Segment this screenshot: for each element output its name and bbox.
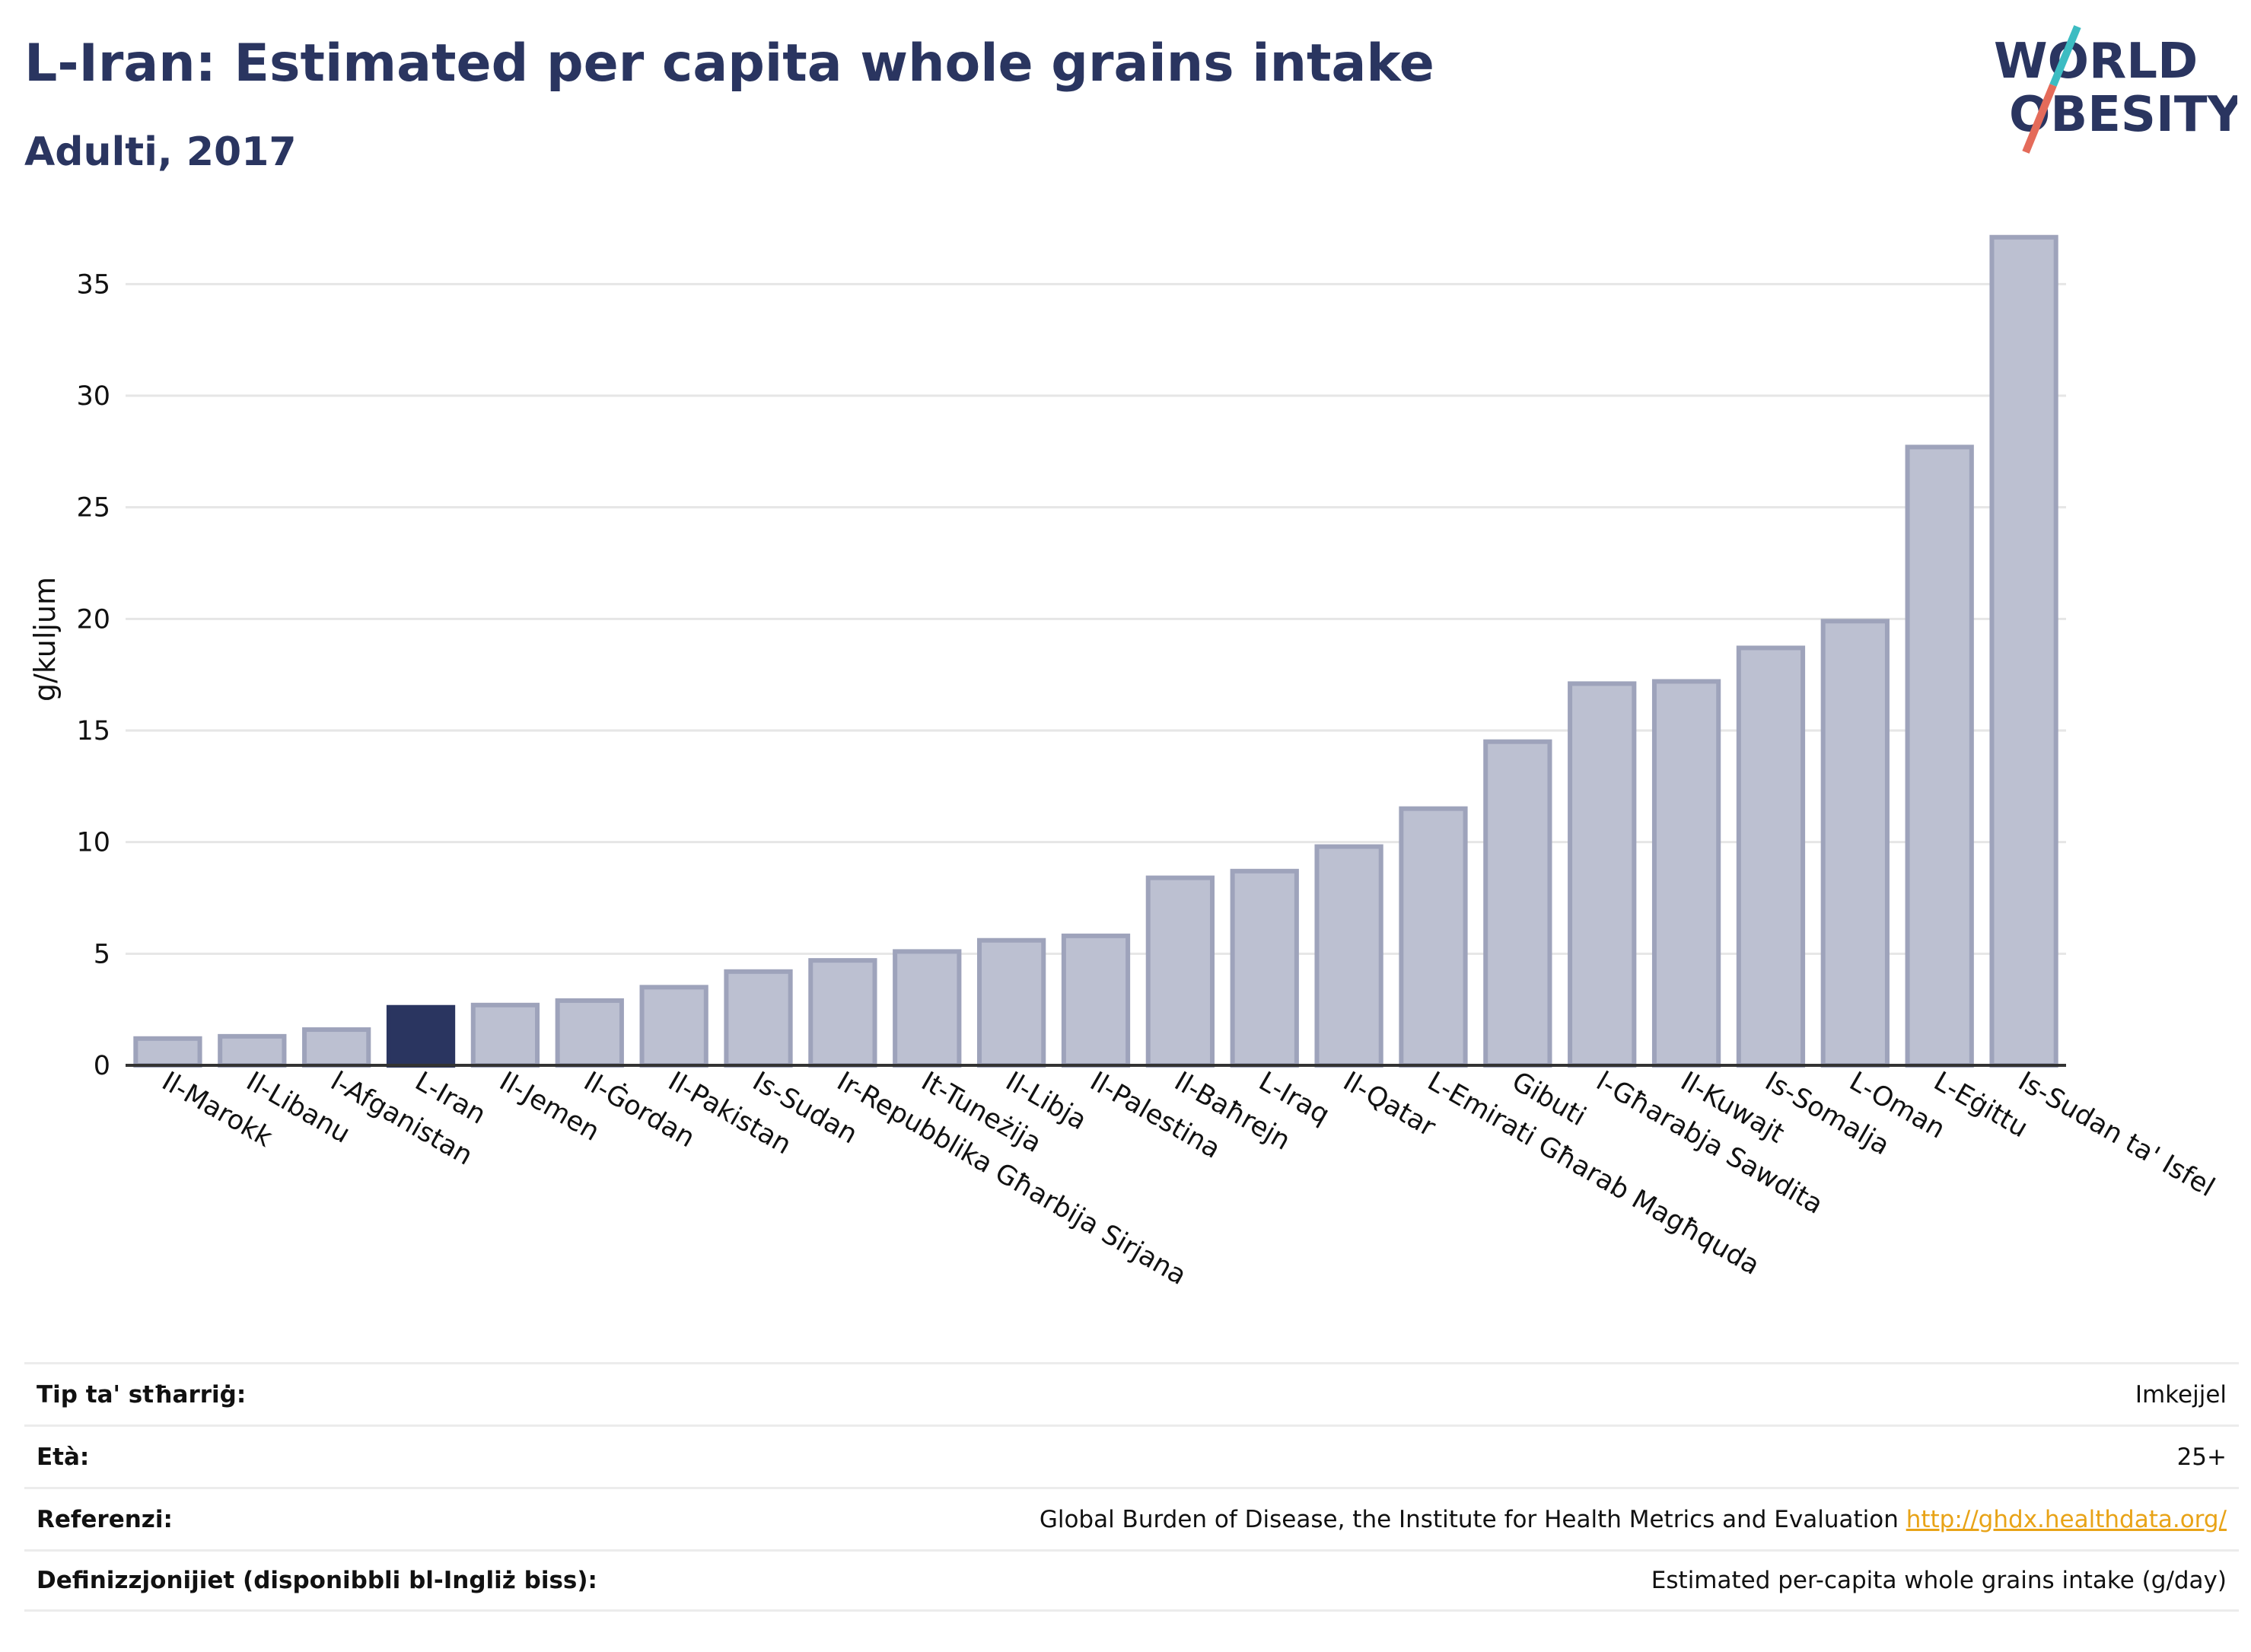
y-tick-label: 15 [76, 716, 110, 746]
axes: 0 5 10 15 20 25 30 35 [76, 269, 2066, 1081]
info-value: Global Burden of Disease, the Institute … [1039, 1505, 2227, 1533]
bar-ir-repubblika-g-arbija-sirjana[interactable] [808, 958, 877, 1068]
info-label: Età: [37, 1443, 90, 1471]
bar-il-kuwajt[interactable] [1651, 679, 1721, 1068]
y-tick-label: 20 [76, 604, 110, 635]
y-tick-label: 25 [76, 493, 110, 524]
y-tick-label: 35 [76, 269, 110, 300]
world-obesity-logo: WORLD OBESITY [1994, 25, 2237, 154]
y-axis-title: g/kuljum [28, 577, 62, 702]
bar-il-jemen[interactable] [470, 1002, 540, 1068]
y-tick-label: 5 [94, 939, 110, 969]
bar-is-sudan-ta-isfel[interactable] [1989, 234, 2058, 1068]
bars [133, 234, 2058, 1068]
info-value: Estimated per-capita whole grains intake… [1651, 1567, 2227, 1594]
bar-chart: 0 5 10 15 20 25 30 35 Il-MarokkIl-Libanul-Afgan… [28, 234, 2220, 1291]
bar-il-libanu[interactable] [218, 1033, 287, 1068]
info-row: Definizzjonijiet (disponibbli bl-Ingliż … [24, 1549, 2239, 1612]
y-tick-label: 30 [76, 381, 110, 412]
info-row: Età: 25+ [24, 1424, 2239, 1487]
bar-is-somalja[interactable] [1736, 645, 1806, 1068]
info-table: Tip ta' stħarriġ: Imkejjel Età: 25+ Referenz… [24, 1362, 2239, 1612]
info-label: Tip ta' stħarriġ: [37, 1380, 247, 1408]
x-tick-label: Is-Sudan ta' Isfel [2013, 1066, 2220, 1203]
info-label: Referenzi: [37, 1505, 173, 1533]
info-value: 25+ [2176, 1443, 2227, 1471]
bar-l-oman[interactable] [1820, 619, 1890, 1068]
bar-gibuti[interactable] [1483, 739, 1552, 1068]
bar-il-ordan[interactable] [555, 998, 624, 1068]
logo-slash-teal [2049, 25, 2081, 87]
bar-l-emirati-g-arab-mag-quda[interactable] [1399, 806, 1468, 1068]
bar-is-sudan[interactable] [724, 969, 793, 1068]
bar-l-iraq[interactable] [1230, 868, 1299, 1068]
y-tick-label: 0 [94, 1051, 110, 1081]
x-tick-label: L-Eġittu [1928, 1066, 2033, 1144]
info-row: Tip ta' stħarriġ: Imkejjel [24, 1362, 2239, 1424]
bar-l-g-arabja-sawdita[interactable] [1568, 681, 1637, 1068]
bar-il-qatar[interactable] [1314, 844, 1383, 1068]
bar-il-palestina[interactable] [1061, 933, 1131, 1068]
bar-it-tune-ija[interactable] [893, 949, 962, 1068]
info-label: Definizzjonijiet (disponibbli bl-Ingliż … [37, 1567, 597, 1594]
bar-il-libja[interactable] [977, 937, 1046, 1068]
logo-line1: WORLD [1994, 33, 2198, 90]
reference-link[interactable]: http://ghdx.healthdata.org/ [1906, 1505, 2227, 1533]
info-row: Referenzi: Global Burden of Disease, the … [24, 1487, 2239, 1549]
bar-l-afganistan[interactable] [302, 1027, 371, 1068]
chart-subtitle: Adulti, 2017 [24, 129, 297, 175]
y-tick-label: 10 [76, 828, 110, 858]
bar-il-marokk[interactable] [133, 1036, 202, 1068]
chart-title: L-Iran: Estimated per capita whole grain… [24, 33, 1434, 94]
bar-il-ba-rejn[interactable] [1145, 875, 1215, 1068]
logo-slash-coral [2022, 84, 2057, 154]
info-value: Imkejjel [2135, 1380, 2227, 1408]
bar-l-e-ittu[interactable] [1905, 444, 1974, 1068]
bar-l-iran[interactable] [386, 1004, 456, 1068]
x-tick-label: Il-Qatar [1338, 1066, 1441, 1143]
bar-il-pakistan[interactable] [639, 985, 708, 1068]
